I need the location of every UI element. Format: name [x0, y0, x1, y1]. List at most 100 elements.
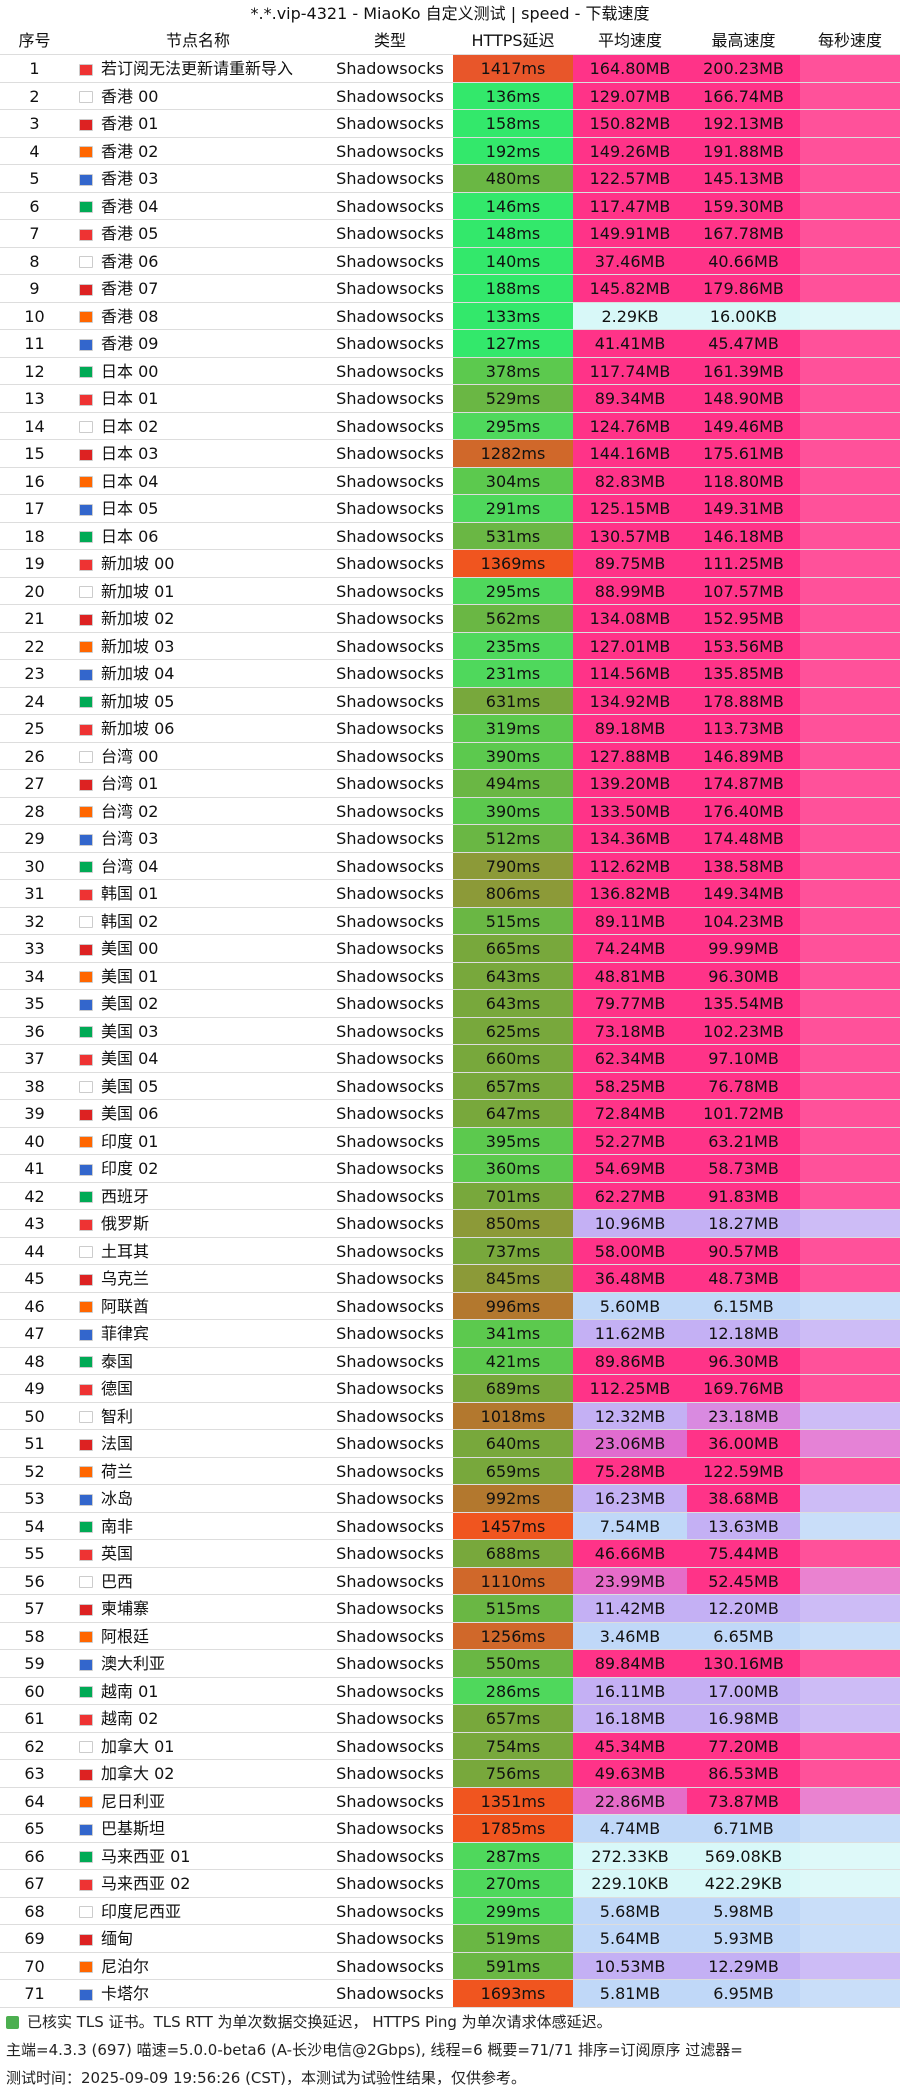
flag-icon [79, 1191, 93, 1203]
row-index: 29 [24, 829, 45, 848]
node-type: Shadowsocks [336, 59, 444, 78]
max-speed: 6.65MB [687, 1622, 800, 1649]
max-speed: 192.13MB [687, 110, 800, 137]
node-type: Shadowsocks [336, 306, 444, 326]
latency: 286ms [453, 1677, 573, 1704]
max-speed: 17.00MB [687, 1677, 800, 1704]
flag-icon [79, 1686, 93, 1698]
latency: 295ms [453, 412, 573, 439]
table-row: 62 加拿大 01 Shadowsocks 754ms 45.34MB 77.20MB [0, 1732, 900, 1760]
per-second-speed [800, 1650, 900, 1677]
row-index: 62 [24, 1736, 45, 1756]
node-name: 台湾 00 [69, 743, 327, 770]
node-name-text: 尼泊尔 [101, 1956, 150, 1976]
avg-speed: 144.16MB [573, 440, 687, 467]
node-name: 台湾 03 [69, 825, 327, 852]
flag-icon [79, 1521, 93, 1533]
flag-icon [79, 1878, 93, 1891]
flag-icon [79, 1823, 93, 1836]
flag-icon [79, 696, 93, 708]
node-name: 阿根廷 [69, 1623, 327, 1650]
per-second-speed [800, 1677, 900, 1704]
avg-speed: 89.34MB [573, 385, 687, 412]
avg-speed: 130.57MB [573, 522, 687, 549]
max-speed: 146.89MB [687, 742, 800, 769]
node-name-text: 美国 01 [101, 966, 159, 986]
flag-icon [79, 1961, 93, 1973]
avg-speed: 122.57MB [573, 165, 687, 192]
row-index: 25 [24, 719, 45, 738]
node-type: Shadowsocks [336, 1874, 444, 1893]
table-row: 18 日本 06 Shadowsocks 531ms 130.57MB 146.18MB [0, 522, 900, 550]
per-second-speed [800, 495, 900, 522]
row-index: 71 [24, 1984, 45, 2003]
row-index: 35 [24, 994, 45, 1013]
window-title: *.*.vip-4321 - MiaoKo 自定义测试 | speed - 下载… [0, 0, 900, 27]
latency: 231ms [453, 660, 573, 687]
flag-icon [79, 888, 93, 901]
avg-speed: 89.84MB [573, 1650, 687, 1677]
row-index: 60 [24, 1681, 45, 1701]
table-row: 59 澳大利亚 Shadowsocks 550ms 89.84MB 130.16MB [0, 1650, 900, 1678]
table-row: 67 马来西亚 02 Shadowsocks 270ms 229.10KB 422.29K… [0, 1870, 900, 1898]
avg-speed: 136.82MB [573, 880, 687, 907]
node-name-text: 日本 04 [101, 471, 159, 491]
header-cell: HTTPS延迟 [453, 27, 573, 54]
node-name-text: 日本 03 [101, 444, 159, 463]
flag-icon [79, 971, 93, 983]
node-type: Shadowsocks [336, 1049, 444, 1068]
node-name: 美国 05 [69, 1073, 327, 1100]
latency: 531ms [453, 522, 573, 549]
avg-speed: 3.46MB [573, 1622, 687, 1649]
node-name-text: 尼日利亚 [101, 1791, 166, 1811]
latency: 192ms [453, 137, 573, 164]
node-name-text: 美国 00 [101, 939, 159, 958]
max-speed: 174.87MB [687, 770, 800, 797]
max-speed: 149.34MB [687, 880, 800, 907]
row-index: 7 [29, 224, 40, 243]
table-row: 54 南非 Shadowsocks 1457ms 7.54MB 13.63MB [0, 1512, 900, 1540]
flag-icon [79, 338, 93, 351]
table-row: 69 缅甸 Shadowsocks 519ms 5.64MB 5.93MB [0, 1925, 900, 1953]
latency: 299ms [453, 1897, 573, 1924]
node-type: Shadowsocks [336, 1131, 444, 1151]
row-index: 15 [24, 444, 45, 463]
node-name: 美国 04 [69, 1045, 327, 1072]
per-second-speed [800, 110, 900, 137]
per-second-speed [800, 220, 900, 247]
avg-speed: 133.50MB [573, 797, 687, 824]
latency: 665ms [453, 935, 573, 962]
per-second-speed [800, 1237, 900, 1264]
node-type: Shadowsocks [336, 911, 444, 931]
max-speed: 40.66MB [687, 247, 800, 274]
node-type: Shadowsocks [336, 1351, 444, 1371]
per-second-speed [800, 742, 900, 769]
row-index: 67 [24, 1874, 45, 1893]
table-row: 16 日本 04 Shadowsocks 304ms 82.83MB 118.80MB [0, 467, 900, 495]
node-type: Shadowsocks [336, 1654, 444, 1673]
flag-icon [79, 1576, 93, 1588]
flag-icon [79, 1301, 93, 1313]
node-name: 韩国 02 [69, 908, 327, 935]
node-type: Shadowsocks [336, 224, 444, 243]
latency: 562ms [453, 605, 573, 632]
row-index: 19 [24, 554, 45, 573]
avg-speed: 10.53MB [573, 1952, 687, 1979]
max-speed: 176.40MB [687, 797, 800, 824]
node-type: Shadowsocks [336, 801, 444, 821]
flag-icon [79, 1026, 93, 1038]
row-index: 63 [24, 1764, 45, 1783]
max-speed: 191.88MB [687, 137, 800, 164]
max-speed: 91.83MB [687, 1182, 800, 1209]
latency: 127ms [453, 330, 573, 357]
footer-line: 测试时间：2025-09-09 19:56:26 (CST)，本测试为试验性结果… [6, 2069, 526, 2087]
latency: 640ms [453, 1430, 573, 1457]
avg-speed: 49.63MB [573, 1760, 687, 1787]
latency: 140ms [453, 247, 573, 274]
table-row: 30 台湾 04 Shadowsocks 790ms 112.62MB 138.58MB [0, 852, 900, 880]
flag-icon [79, 668, 93, 681]
row-index: 46 [24, 1296, 45, 1316]
node-type: Shadowsocks [336, 1681, 444, 1701]
max-speed: 122.59MB [687, 1457, 800, 1484]
node-type: Shadowsocks [336, 1241, 444, 1261]
